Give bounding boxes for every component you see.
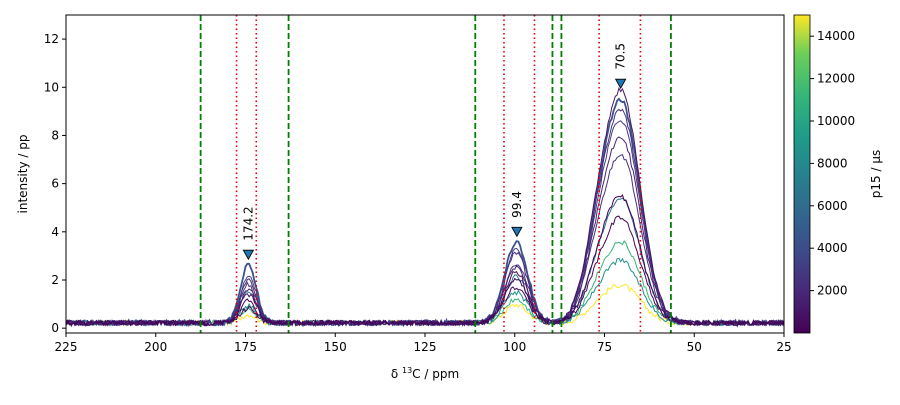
colorbar-gradient [793,14,811,334]
peak-labels: 174.2 99.4 70.5 [241,43,627,241]
y-tick-label: 12 [44,32,59,46]
colorbar-ticks: 2000 4000 6000 8000 10000 12000 14000 [810,29,855,298]
x-tick-label: 175 [234,340,257,354]
peak-label: 99.4 [510,191,524,218]
spectrum-series-line [66,108,784,327]
x-tick-label: 100 [503,340,526,354]
x-tick-label: 150 [324,340,347,354]
spectrum-series-line [66,97,784,328]
y-tick-label: 8 [51,128,59,142]
spectrum-series-line [66,86,784,327]
plot-frame [65,14,785,334]
colorbar-tick-label: 14000 [817,29,855,43]
peak-marker [242,249,255,261]
colorbar-tick-label: 4000 [817,241,848,255]
y-tick-label: 2 [51,273,59,287]
x-tick-label: 75 [597,340,612,354]
x-tick-label: 125 [414,340,437,354]
y-axis-label: intensity / pp [16,135,30,214]
spectrum-series-line [66,120,784,327]
spectrum-series-line [66,215,784,327]
spectrum-series-line [66,197,784,327]
colorbar-tick-label: 10000 [817,114,855,128]
spectrum-series-line [66,194,784,327]
x-tick-label: 50 [687,340,702,354]
peak-marker [511,226,523,238]
y-tick-label: 6 [51,177,59,191]
peak-label: 174.2 [241,206,255,240]
peak-label: 70.5 [614,43,628,70]
x-axis-ticks: 225 200 175 150 125 100 75 50 25 [55,333,792,354]
colorbar: 2000 4000 6000 8000 10000 12000 14000 p15 / µs [793,14,883,334]
integration-bounds [199,15,672,333]
colorbar-tick-label: 8000 [817,156,848,170]
spectrum-series-line [66,154,784,327]
y-tick-label: 10 [44,80,59,94]
peak-markers [242,78,627,261]
x-axis-label: δ 13C / ppm [391,366,459,381]
x-tick-label: 225 [55,340,78,354]
spectrum-series-line [66,240,784,327]
x-tick-label: 200 [144,340,167,354]
x-tick-label: 25 [776,340,791,354]
series-layer [66,86,784,328]
colorbar-label: p15 / µs [869,150,883,198]
y-tick-label: 4 [51,225,59,239]
plot-area [66,15,784,333]
spectrum-series-line [66,136,784,327]
colorbar-tick-label: 12000 [817,72,855,86]
colorbar-tick-label: 2000 [817,284,848,298]
spectrum-series-line [66,257,784,327]
colorbar-tick-label: 6000 [817,199,848,213]
y-axis-ticks: 0 2 4 6 8 10 12 [44,32,66,335]
y-tick-label: 0 [51,321,59,335]
peak-marker [614,78,627,90]
